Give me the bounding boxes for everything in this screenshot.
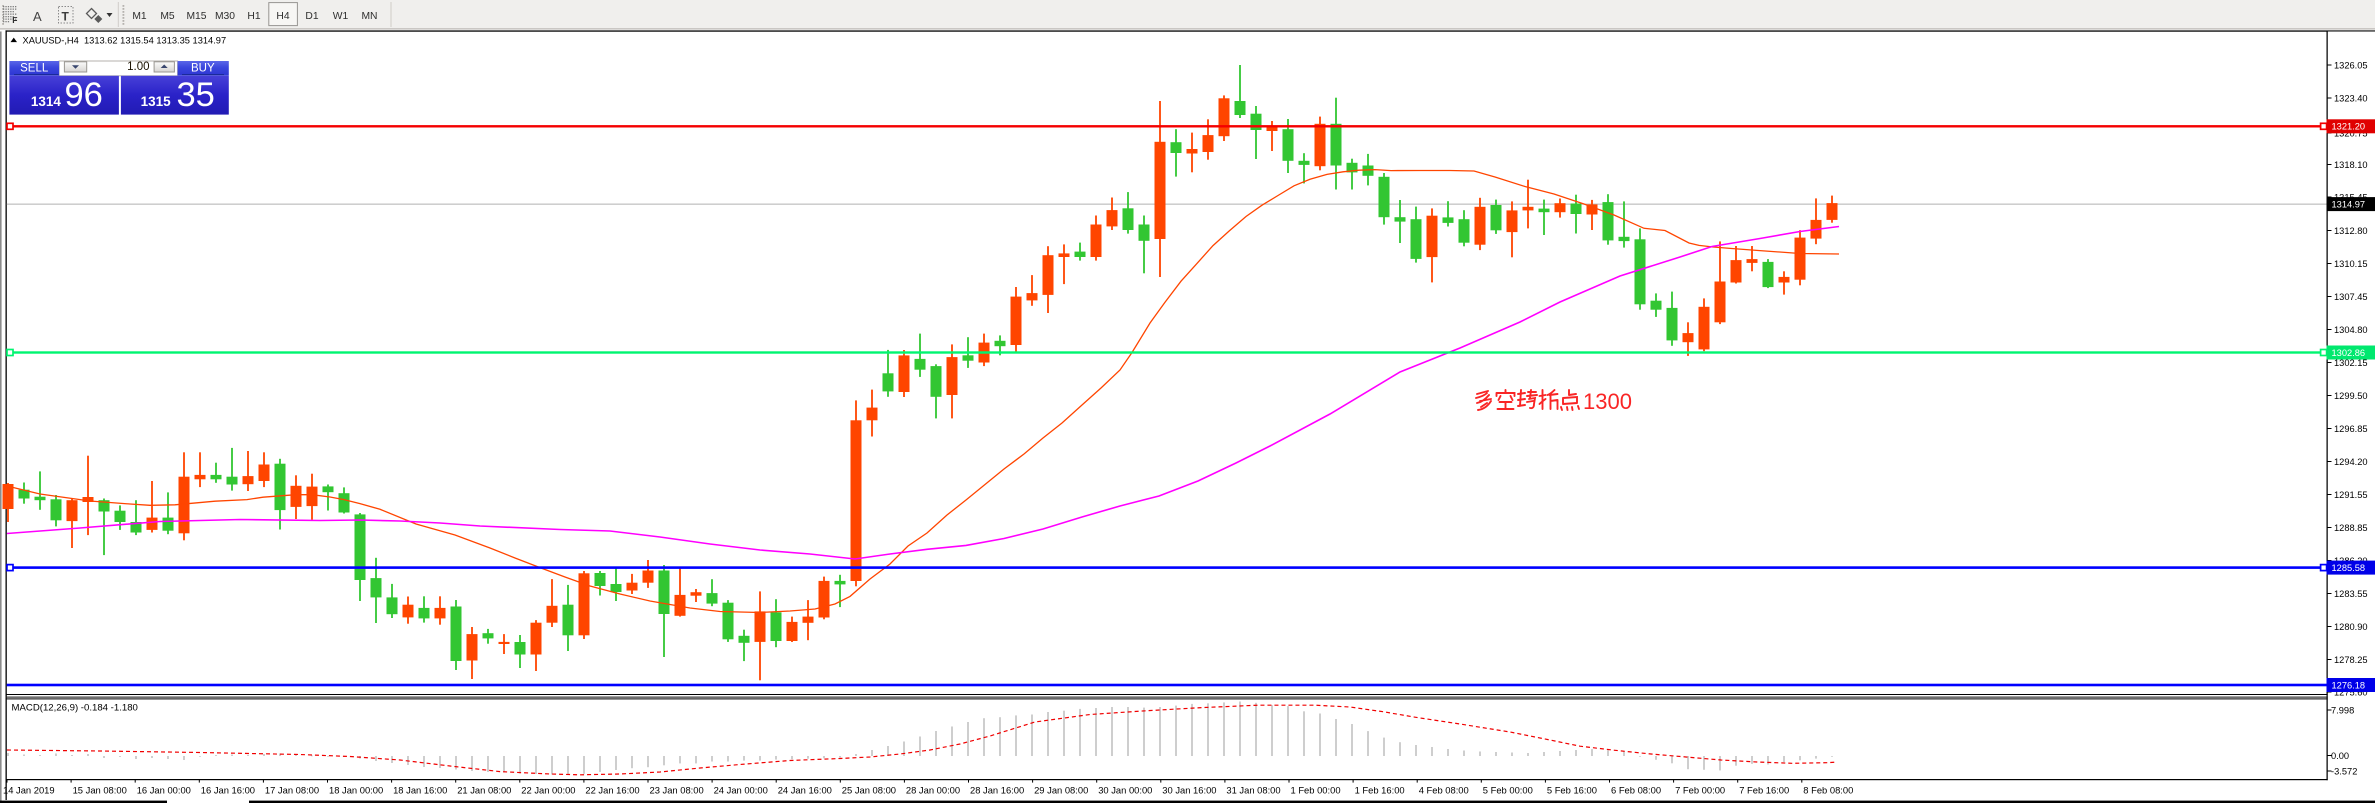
svg-text:7 Feb 16:00: 7 Feb 16:00 xyxy=(1739,785,1789,796)
svg-text:15 Jan 08:00: 15 Jan 08:00 xyxy=(73,785,127,796)
svg-text:1302.86: 1302.86 xyxy=(2332,348,2366,358)
svg-text:1300: 1300 xyxy=(1583,389,1632,414)
svg-text:M1: M1 xyxy=(132,11,147,22)
svg-text:1 Feb 00:00: 1 Feb 00:00 xyxy=(1291,785,1341,796)
svg-text:M30: M30 xyxy=(215,11,235,22)
svg-text:1315: 1315 xyxy=(141,94,172,109)
svg-text:XAUUSD-,H4 1313.62 1315.54 13: XAUUSD-,H4 1313.62 1315.54 1313.35 1314.… xyxy=(23,35,227,45)
svg-text:H4: H4 xyxy=(276,11,289,22)
svg-text:1310.15: 1310.15 xyxy=(2334,259,2368,269)
svg-text:1299.50: 1299.50 xyxy=(2334,391,2368,401)
svg-text:1294.20: 1294.20 xyxy=(2334,457,2368,467)
svg-text:1321.20: 1321.20 xyxy=(2332,122,2366,132)
svg-text:7.998: 7.998 xyxy=(2331,705,2354,715)
svg-text:-3.572: -3.572 xyxy=(2331,766,2357,776)
svg-text:D1: D1 xyxy=(305,11,318,22)
svg-text:MACD(12,26,9) -0.184 -1.180: MACD(12,26,9) -0.184 -1.180 xyxy=(12,703,138,714)
svg-text:1.00: 1.00 xyxy=(127,61,149,73)
svg-text:30 Jan 16:00: 30 Jan 16:00 xyxy=(1162,785,1216,796)
svg-text:1314.97: 1314.97 xyxy=(2332,200,2366,210)
svg-text:1312.80: 1312.80 xyxy=(2334,226,2368,236)
svg-text:W1: W1 xyxy=(333,11,349,22)
svg-text:M5: M5 xyxy=(160,11,175,22)
svg-text:1318.10: 1318.10 xyxy=(2334,160,2368,170)
svg-text:24 Jan 16:00: 24 Jan 16:00 xyxy=(778,785,832,796)
svg-text:24 Jan 00:00: 24 Jan 00:00 xyxy=(714,785,768,796)
svg-text:BUY: BUY xyxy=(191,63,215,75)
svg-text:18 Jan 16:00: 18 Jan 16:00 xyxy=(393,785,447,796)
svg-text:0.00: 0.00 xyxy=(2331,751,2349,761)
svg-text:17 Jan 08:00: 17 Jan 08:00 xyxy=(265,785,319,796)
svg-text:A: A xyxy=(33,9,42,24)
svg-text:4 Feb 08:00: 4 Feb 08:00 xyxy=(1419,785,1469,796)
svg-text:5 Feb 00:00: 5 Feb 00:00 xyxy=(1483,785,1533,796)
svg-text:21 Jan 08:00: 21 Jan 08:00 xyxy=(457,785,511,796)
svg-text:18 Jan 00:00: 18 Jan 00:00 xyxy=(329,785,383,796)
svg-text:1302.15: 1302.15 xyxy=(2334,358,2368,368)
svg-text:23 Jan 08:00: 23 Jan 08:00 xyxy=(650,785,704,796)
svg-text:1304.80: 1304.80 xyxy=(2334,325,2368,335)
svg-text:29 Jan 08:00: 29 Jan 08:00 xyxy=(1034,785,1088,796)
svg-text:8 Feb 08:00: 8 Feb 08:00 xyxy=(1803,785,1853,796)
svg-text:1276.18: 1276.18 xyxy=(2332,680,2366,690)
svg-text:1280.90: 1280.90 xyxy=(2334,622,2368,632)
svg-text:SELL: SELL xyxy=(20,63,49,75)
svg-text:7 Feb 00:00: 7 Feb 00:00 xyxy=(1675,785,1725,796)
svg-text:1326.05: 1326.05 xyxy=(2334,60,2368,70)
svg-text:5 Feb 16:00: 5 Feb 16:00 xyxy=(1547,785,1597,796)
svg-text:30 Jan 00:00: 30 Jan 00:00 xyxy=(1098,785,1152,796)
svg-text:1 Feb 16:00: 1 Feb 16:00 xyxy=(1355,785,1405,796)
svg-text:28 Jan 16:00: 28 Jan 16:00 xyxy=(970,785,1024,796)
svg-text:1283.55: 1283.55 xyxy=(2334,589,2368,599)
svg-text:25 Jan 08:00: 25 Jan 08:00 xyxy=(842,785,896,796)
svg-text:MN: MN xyxy=(361,11,377,22)
svg-text:F: F xyxy=(12,15,17,25)
svg-text:1285.58: 1285.58 xyxy=(2332,563,2366,573)
svg-text:22 Jan 16:00: 22 Jan 16:00 xyxy=(585,785,639,796)
svg-text:1275.60: 1275.60 xyxy=(2334,687,2368,697)
svg-text:H1: H1 xyxy=(247,11,260,22)
svg-text:28 Jan 00:00: 28 Jan 00:00 xyxy=(906,785,960,796)
svg-text:1307.45: 1307.45 xyxy=(2334,292,2368,302)
svg-text:1278.25: 1278.25 xyxy=(2334,655,2368,665)
svg-text:1296.85: 1296.85 xyxy=(2334,424,2368,434)
svg-text:1288.85: 1288.85 xyxy=(2334,523,2368,533)
svg-text:16 Jan 00:00: 16 Jan 00:00 xyxy=(137,785,191,796)
svg-text:1291.55: 1291.55 xyxy=(2334,490,2368,500)
svg-text:1323.40: 1323.40 xyxy=(2334,93,2368,103)
svg-text:14 Jan 2019: 14 Jan 2019 xyxy=(3,785,55,796)
svg-text:M15: M15 xyxy=(186,11,206,22)
svg-text:22 Jan 00:00: 22 Jan 00:00 xyxy=(521,785,575,796)
svg-text:16 Jan 16:00: 16 Jan 16:00 xyxy=(201,785,255,796)
svg-text:6 Feb 08:00: 6 Feb 08:00 xyxy=(1611,785,1661,796)
svg-text:35: 35 xyxy=(177,76,215,114)
svg-text:T: T xyxy=(62,10,70,24)
svg-text:1314: 1314 xyxy=(31,94,62,109)
svg-text:31 Jan 08:00: 31 Jan 08:00 xyxy=(1226,785,1280,796)
svg-text:96: 96 xyxy=(65,76,103,114)
